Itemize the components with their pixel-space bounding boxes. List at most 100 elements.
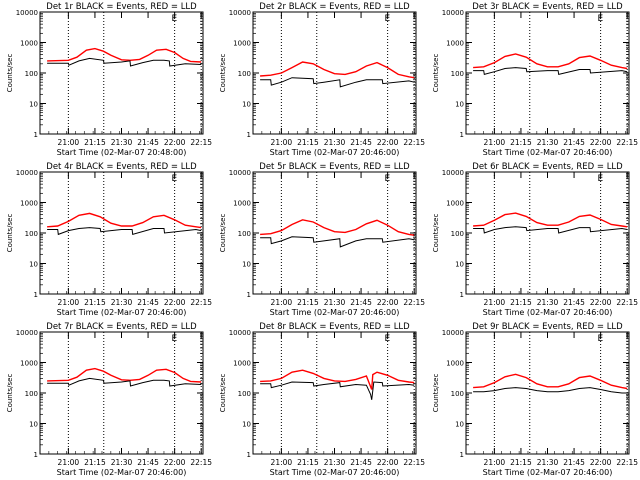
y-tick-label: 1000 bbox=[233, 360, 251, 368]
x-tick-label: 21:00 bbox=[484, 138, 506, 147]
y-tick-label: 10000 bbox=[16, 9, 38, 17]
x-tick-label: 21:15 bbox=[84, 138, 106, 147]
y-tick-label: 100 bbox=[451, 70, 464, 78]
y-tick-label: 10000 bbox=[442, 329, 464, 337]
detector-plot: Det 4r BLACK = Events, RED = LLDE1101001… bbox=[6, 162, 212, 317]
x-tick-label: 21:00 bbox=[58, 458, 80, 467]
y-tick-label: 10 bbox=[455, 101, 464, 109]
y-tick-label: 1000 bbox=[446, 40, 464, 48]
x-tick-label: 21:15 bbox=[84, 298, 106, 307]
detector-plot: Det 3r BLACK = Events, RED = LLDE1101001… bbox=[432, 2, 638, 157]
y-tick-label: 1000 bbox=[446, 200, 464, 208]
x-tick-label: 21:15 bbox=[297, 458, 319, 467]
y-tick-label: 100 bbox=[238, 390, 251, 398]
x-tick-label: 21:30 bbox=[111, 138, 133, 147]
y-tick-label: 100 bbox=[25, 390, 38, 398]
x-tick-label: 22:15 bbox=[616, 298, 638, 307]
x-tick-label: 21:45 bbox=[137, 458, 159, 467]
y-tick-label: 10000 bbox=[229, 169, 251, 177]
events-series-line bbox=[47, 227, 202, 236]
detector-plot: Det 2r BLACK = Events, RED = LLDE1101001… bbox=[219, 2, 425, 157]
x-tick-label: 22:00 bbox=[164, 138, 186, 147]
y-tick-label: 10000 bbox=[442, 169, 464, 177]
x-tick-label: 22:15 bbox=[190, 458, 212, 467]
x-tick-label: 22:15 bbox=[403, 138, 425, 147]
x-axis-label: Start Time (02-Mar-07 20:48:00) bbox=[57, 148, 187, 157]
x-tick-label: 21:00 bbox=[271, 458, 293, 467]
y-tick-label: 10 bbox=[455, 421, 464, 429]
x-tick-label: 21:45 bbox=[563, 138, 585, 147]
x-axis-label: Start Time (02-Mar-07 20:46:00) bbox=[270, 148, 400, 157]
events-series-line bbox=[473, 387, 628, 394]
y-tick-label: 1 bbox=[34, 131, 38, 139]
y-tick-label: 1000 bbox=[233, 200, 251, 208]
events-series-line bbox=[260, 381, 415, 400]
events-series-line bbox=[260, 236, 415, 248]
x-tick-label: 21:00 bbox=[58, 298, 80, 307]
x-tick-label: 21:30 bbox=[537, 298, 559, 307]
x-tick-label: 22:15 bbox=[403, 458, 425, 467]
x-tick-label: 21:30 bbox=[111, 298, 133, 307]
x-tick-label: 22:00 bbox=[377, 298, 399, 307]
y-tick-label: 10 bbox=[242, 421, 251, 429]
lld-series-line bbox=[473, 212, 628, 228]
detector-plot: Det 9r BLACK = Events, RED = LLDE1101001… bbox=[432, 322, 638, 477]
events-series-line bbox=[260, 77, 415, 88]
x-tick-label: 21:00 bbox=[58, 138, 80, 147]
y-tick-label: 10000 bbox=[442, 9, 464, 17]
lld-series-line bbox=[47, 47, 202, 63]
x-tick-label: 21:30 bbox=[324, 298, 346, 307]
x-tick-label: 22:00 bbox=[590, 138, 612, 147]
y-tick-label: 1 bbox=[460, 291, 464, 299]
y-tick-label: 10 bbox=[455, 261, 464, 269]
x-tick-label: 21:00 bbox=[271, 298, 293, 307]
x-tick-label: 21:45 bbox=[350, 138, 372, 147]
x-tick-label: 22:15 bbox=[403, 298, 425, 307]
y-tick-label: 1000 bbox=[20, 360, 38, 368]
x-tick-label: 21:45 bbox=[563, 458, 585, 467]
x-tick-label: 22:15 bbox=[616, 458, 638, 467]
y-tick-label: 1 bbox=[460, 451, 464, 459]
y-tick-label: 100 bbox=[25, 70, 38, 78]
y-tick-label: 1 bbox=[247, 291, 251, 299]
x-tick-label: 22:15 bbox=[190, 138, 212, 147]
x-tick-label: 21:15 bbox=[510, 138, 532, 147]
lld-series-line bbox=[47, 367, 202, 383]
x-axis-label: Start Time (02-Mar-07 20:46:00) bbox=[270, 308, 400, 317]
plot-title: Det 1r BLACK = Events, RED = LLD bbox=[46, 2, 197, 12]
lld-series-line bbox=[260, 219, 415, 236]
x-axis-label: Start Time (02-Mar-07 20:46:00) bbox=[57, 308, 187, 317]
y-tick-label: 100 bbox=[451, 230, 464, 238]
y-axis-label: Counts/sec bbox=[219, 54, 227, 93]
x-tick-label: 21:45 bbox=[350, 458, 372, 467]
y-tick-label: 10 bbox=[242, 261, 251, 269]
y-tick-label: 10000 bbox=[16, 329, 38, 337]
events-series-line bbox=[473, 226, 628, 234]
y-tick-label: 1 bbox=[34, 291, 38, 299]
x-tick-label: 21:30 bbox=[324, 458, 346, 467]
x-axis-label: Start Time (02-Mar-07 20:46:00) bbox=[270, 468, 400, 477]
y-tick-label: 1 bbox=[34, 451, 38, 459]
lld-series-line bbox=[260, 61, 415, 79]
y-axis-label: Counts/sec bbox=[6, 374, 14, 413]
plot-title: Det 6r BLACK = Events, RED = LLD bbox=[472, 162, 623, 172]
x-axis-label: Start Time (02-Mar-07 20:46:00) bbox=[483, 308, 613, 317]
events-series-line bbox=[47, 377, 202, 387]
x-tick-label: 22:15 bbox=[190, 298, 212, 307]
x-tick-label: 22:00 bbox=[377, 138, 399, 147]
y-tick-label: 10000 bbox=[229, 329, 251, 337]
y-axis-label: Counts/sec bbox=[432, 54, 440, 93]
x-tick-label: 21:00 bbox=[484, 458, 506, 467]
x-tick-label: 21:45 bbox=[137, 298, 159, 307]
x-tick-label: 21:15 bbox=[510, 298, 532, 307]
y-tick-label: 10 bbox=[29, 421, 38, 429]
x-axis-label: Start Time (02-Mar-07 20:46:00) bbox=[483, 148, 613, 157]
plot-frame bbox=[252, 171, 417, 295]
x-tick-label: 22:00 bbox=[590, 458, 612, 467]
y-axis-label: Counts/sec bbox=[432, 214, 440, 253]
x-tick-label: 22:15 bbox=[616, 138, 638, 147]
lld-series-line bbox=[260, 369, 415, 390]
x-tick-label: 22:00 bbox=[377, 458, 399, 467]
y-axis-label: Counts/sec bbox=[432, 374, 440, 413]
x-tick-label: 21:45 bbox=[137, 138, 159, 147]
